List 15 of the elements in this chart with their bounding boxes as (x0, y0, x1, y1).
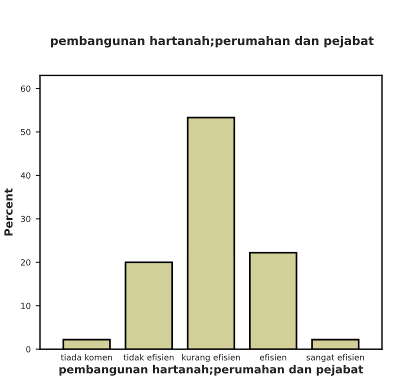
y-tick-label: 50 (21, 128, 30, 136)
y-tick-label: 30 (21, 216, 30, 222)
x-tick-label: sangat efisien (306, 354, 364, 362)
y-tick-label: 20 (20, 259, 30, 266)
x-tick-label: tiada komen (60, 354, 112, 360)
y-tick-label: 10 (21, 302, 30, 310)
chart-title: pembangunan hartanah;perumahan dan pejabat (51, 36, 374, 48)
x-tick-label: efisien (260, 354, 286, 360)
x-axis-title: pembangunan hartanah;perumahan dan pejabat (60, 364, 364, 376)
x-tick-label: tidak efisien (124, 354, 174, 360)
y-axis-title: Percent (4, 188, 13, 236)
y-tick-label: 60 (20, 85, 30, 92)
y-tick-label: 40 (20, 172, 30, 179)
y-tick-label: 0 (26, 346, 30, 352)
x-tick-label: kurang efisien (182, 354, 240, 362)
